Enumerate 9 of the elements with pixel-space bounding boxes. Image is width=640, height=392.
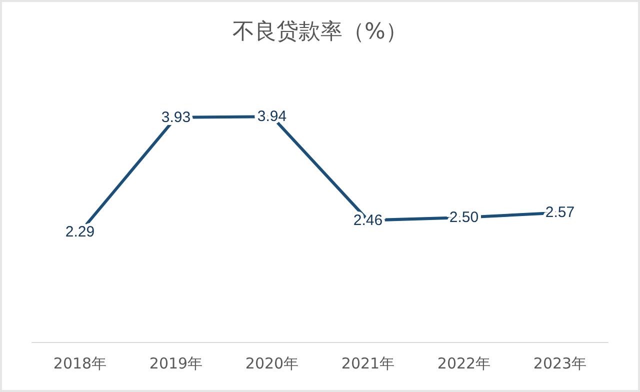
x-tick-label: 2019年 xyxy=(149,354,203,372)
data-label: 2.57 xyxy=(545,204,575,222)
data-label: 2.29 xyxy=(65,224,95,241)
x-tick-label: 2018年 xyxy=(53,354,107,372)
x-tick-label: 2021年 xyxy=(341,354,395,372)
chart-title: 不良贷款率（%） xyxy=(232,20,408,44)
x-tick-label: 2023年 xyxy=(533,354,587,372)
x-tick-label: 2020年 xyxy=(245,354,299,372)
x-tick-label: 2022年 xyxy=(437,354,491,372)
